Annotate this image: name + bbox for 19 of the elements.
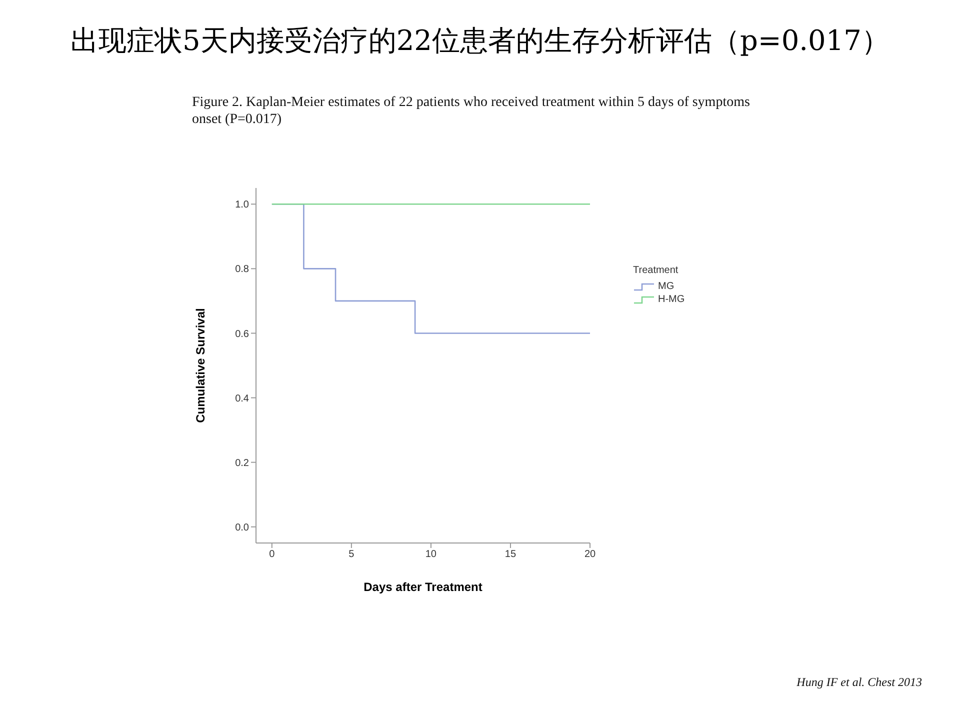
x-axis-title: Days after Treatment	[364, 580, 482, 594]
x-tick-label: 0	[269, 549, 276, 560]
y-tick-label: 0.0	[235, 522, 250, 534]
y-tick-label: 0.2	[235, 458, 250, 469]
legend-label: MG	[658, 281, 674, 292]
x-tick-label: 20	[584, 549, 596, 560]
x-tick-label: 5	[348, 549, 355, 560]
y-tick-label: 0.4	[235, 393, 250, 404]
y-tick-label: 1.0	[235, 200, 250, 211]
y-tick-label: 0.6	[235, 328, 250, 340]
y-tick-label: 0.8	[235, 264, 250, 276]
legend-title: Treatment	[633, 265, 680, 276]
x-tick-label: 15	[504, 549, 516, 560]
chart-title: 出现症状5天内接受治疗的22位患者的生存分析评估（p=0.017）	[70, 23, 890, 59]
text: Hung IF et al. Chest 2013	[796, 675, 922, 690]
chart-subtitle: Figure 2. Kaplan-Meier estimates of 22 patients who received treatment within 5 days of symptoms onset (P=0.017)	[192, 94, 751, 128]
x-tick-label: 10	[425, 549, 437, 560]
y-axis-title: Cumulative Survival	[193, 308, 208, 423]
legend-label: H-MG	[658, 294, 685, 305]
